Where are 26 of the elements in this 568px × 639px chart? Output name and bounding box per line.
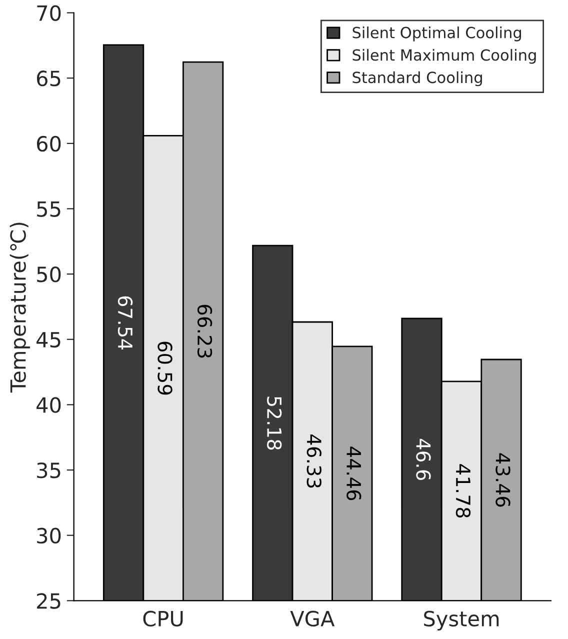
y-tick-label: 40 <box>36 397 61 413</box>
data-label: 44.46 <box>346 446 362 500</box>
y-tick-label: 35 <box>37 462 60 478</box>
y-tick-label: 30 <box>37 528 61 544</box>
y-tick-label: 65 <box>36 70 60 86</box>
x-tick-label: VGA <box>290 610 335 627</box>
data-label: 46.6 <box>416 438 431 480</box>
data-label: 67.54 <box>118 296 133 350</box>
data-label: 46.33 <box>306 434 322 488</box>
y-tick-label: 70 <box>37 5 61 21</box>
data-label: 43.46 <box>496 453 510 507</box>
y-tick-label: 25 <box>37 593 60 609</box>
legend-label: Silent Maximum Cooling <box>352 48 536 64</box>
x-tick-label: System <box>424 610 499 631</box>
x-tick-label: CPU <box>143 610 183 627</box>
y-tick-label: 60 <box>36 136 61 152</box>
y-tick-label: 45 <box>36 332 60 348</box>
data-label: 66.23 <box>197 304 212 358</box>
y-axis-title: Temperature(℃) <box>10 222 30 393</box>
y-tick-label: 55 <box>37 201 60 217</box>
legend-label: Silent Optimal Cooling <box>352 26 521 42</box>
data-label: 52.18 <box>267 396 282 450</box>
y-tick-label: 50 <box>37 266 61 282</box>
data-label: 41.78 <box>456 464 471 518</box>
legend-label: Standard Cooling <box>352 71 482 86</box>
data-label: 60.59 <box>158 342 172 395</box>
